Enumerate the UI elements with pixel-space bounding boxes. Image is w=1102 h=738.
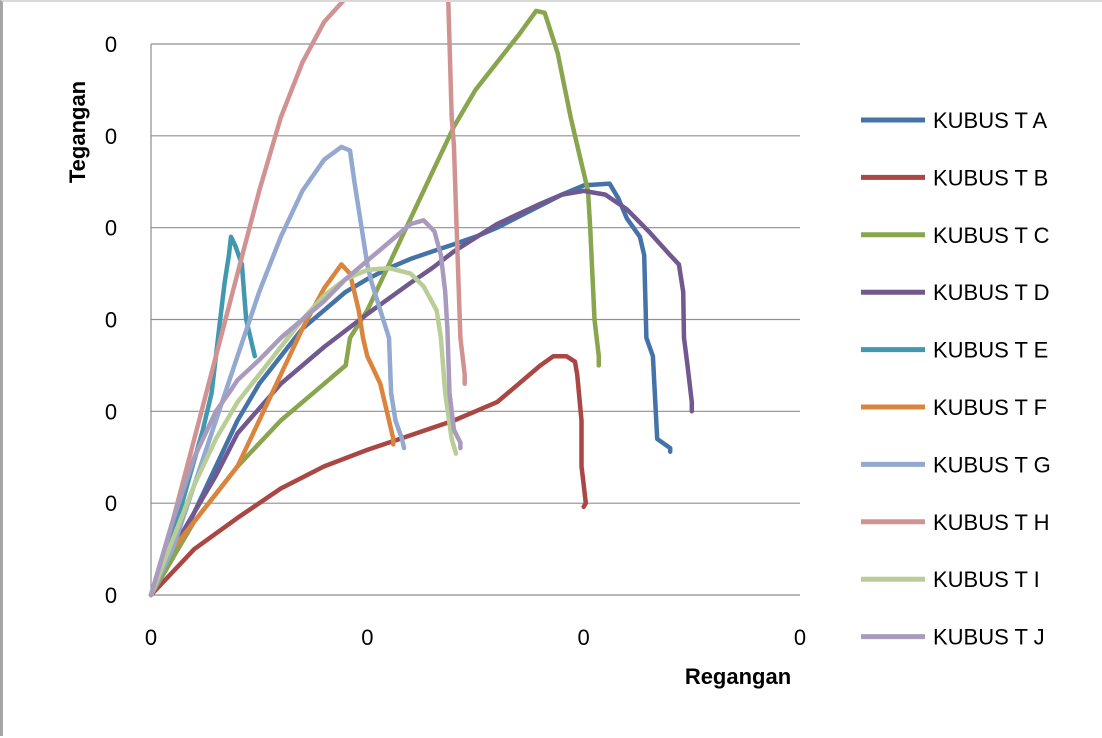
legend-label: KUBUS T F [933, 395, 1047, 420]
x-tick-label: 0 [578, 625, 590, 650]
x-tick-label: 0 [145, 625, 157, 650]
series-line-kubus-t-c [148, 8, 602, 598]
legend-label: KUBUS T G [933, 452, 1051, 477]
legend-label: KUBUS T D [933, 280, 1050, 305]
legend-item: KUBUS T B [861, 165, 1048, 190]
y-tick-label: 0 [105, 32, 117, 57]
legend-item: KUBUS T J [861, 625, 1045, 650]
legend-item: KUBUS T F [861, 395, 1047, 420]
series-line-kubus-t-h [148, 2, 467, 598]
series-layer [148, 2, 695, 598]
y-tick-label: 0 [105, 124, 117, 149]
legend-label: KUBUS T J [933, 625, 1045, 650]
y-tick-label: 0 [105, 583, 117, 608]
series-line-kubus-t-f [148, 262, 396, 598]
legend: KUBUS T A KUBUS T B KUBUS T C KUBUS T D KUBU… [861, 108, 1051, 650]
y-tick-label: 0 [105, 399, 117, 424]
legend-label: KUBUS T B [933, 165, 1048, 190]
legend-label: KUBUS T C [933, 223, 1050, 248]
legend-item: KUBUS T A [861, 108, 1047, 133]
legend-label: KUBUS T A [933, 108, 1047, 133]
legend-item: KUBUS T C [861, 223, 1050, 248]
series-line-kubus-t-j [148, 218, 463, 598]
x-tick-label: 0 [361, 625, 373, 650]
legend-label: KUBUS T I [933, 567, 1040, 592]
legend-label: KUBUS T H [933, 510, 1050, 535]
x-tick-label: 0 [794, 625, 806, 650]
series-line-kubus-t-b [148, 353, 589, 598]
y-tick-label: 0 [105, 216, 117, 241]
series-line-kubus-t-d [148, 188, 695, 598]
legend-item: KUBUS T I [861, 567, 1040, 592]
legend-item: KUBUS T D [861, 280, 1050, 305]
y-axis-title: Tegangan [65, 81, 90, 183]
legend-item: KUBUS T G [861, 452, 1051, 477]
series-line-kubus-t-e [148, 234, 258, 598]
stress-strain-chart: 0 0 0 0 0 0 0 0 0 0 0 Tegangan Regangan KUBUS T A… [65, 2, 1051, 689]
y-axis-ticks: 0 0 0 0 0 0 0 [105, 32, 117, 608]
y-tick-label: 0 [105, 491, 117, 516]
legend-label: KUBUS T E [933, 338, 1048, 363]
x-axis-ticks: 0 0 0 0 [145, 625, 806, 650]
x-axis-title: Regangan [685, 664, 791, 689]
y-tick-label: 0 [105, 308, 117, 333]
legend-item: KUBUS T H [861, 510, 1050, 535]
legend-item: KUBUS T E [861, 338, 1048, 363]
